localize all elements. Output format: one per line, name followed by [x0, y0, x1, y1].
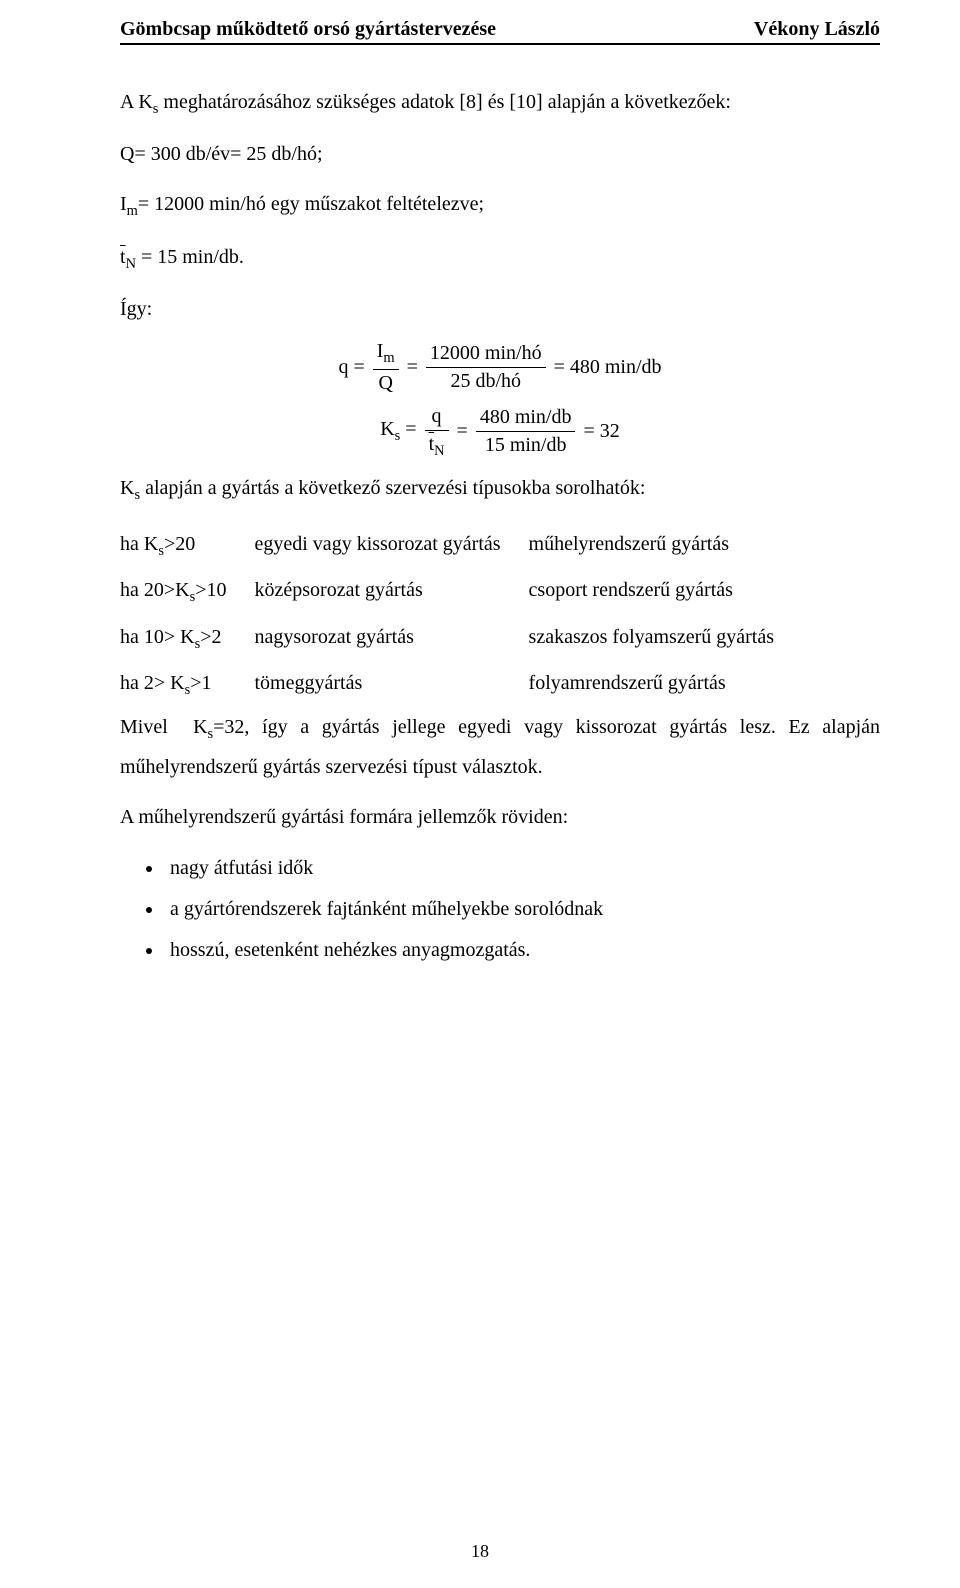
- cell: ha 2> Ks>1: [120, 661, 255, 708]
- table-row: ha 10> Ks>2 nagysorozat gyártás szakaszo…: [120, 615, 802, 662]
- table-row: ha Ks>20 egyedi vagy kissorozat gyártás …: [120, 522, 802, 569]
- table-row: ha 2> Ks>1 tömeggyártás folyamrendszerű …: [120, 661, 802, 708]
- list-item: a gyártórendszerek fajtánként műhelyekbe…: [164, 889, 880, 930]
- feature-list: nagy átfutási idők a gyártórendszerek fa…: [120, 848, 880, 971]
- cell: szakaszos folyamszerű gyártás: [529, 615, 802, 662]
- intro-line: A Ks meghatározásához szükséges adatok […: [120, 83, 880, 123]
- page-number: 18: [0, 1541, 960, 1562]
- given-line-3: tN = 15 min/db.: [120, 238, 880, 278]
- after-equation-line: Ks alapján a gyártás a következő szervez…: [120, 469, 880, 509]
- cell: folyamrendszerű gyártás: [529, 661, 802, 708]
- cell: ha 20>Ks>10: [120, 568, 255, 615]
- cell: egyedi vagy kissorozat gyártás: [255, 522, 529, 569]
- list-item: hosszú, esetenként nehézkes anyagmozgatá…: [164, 930, 880, 971]
- table-row: ha 20>Ks>10 középsorozat gyártás csoport…: [120, 568, 802, 615]
- cell: műhelyrendszerű gyártás: [529, 522, 802, 569]
- cell: tömeggyártás: [255, 661, 529, 708]
- igy-label: Így:: [120, 290, 880, 328]
- cell: nagysorozat gyártás: [255, 615, 529, 662]
- features-intro: A műhelyrendszerű gyártási formára jelle…: [120, 798, 880, 836]
- equation-q: q = Im Q = 12000 min/hó 25 db/hó = 480 m…: [120, 340, 880, 395]
- cell: csoport rendszerű gyártás: [529, 568, 802, 615]
- list-item: nagy átfutási idők: [164, 848, 880, 889]
- document-page: Gömbcsap működtető orsó gyártástervezése…: [0, 0, 960, 1588]
- given-line-1: Q= 300 db/év= 25 db/hó;: [120, 135, 880, 173]
- cell: ha Ks>20: [120, 522, 255, 569]
- classification-table: ha Ks>20 egyedi vagy kissorozat gyártás …: [120, 522, 802, 709]
- given-line-2: Im= 12000 min/hó egy műszakot feltételez…: [120, 185, 880, 225]
- cell: középsorozat gyártás: [255, 568, 529, 615]
- equation-ks: Ks = q tN = 480 min/db 15 min/db = 32: [120, 405, 880, 460]
- cell: ha 10> Ks>2: [120, 615, 255, 662]
- header-right: Vékony László: [754, 18, 880, 41]
- header-left: Gömbcsap működtető orsó gyártástervezése: [120, 18, 496, 41]
- running-header: Gömbcsap működtető orsó gyártástervezése…: [120, 18, 880, 45]
- conclusion-paragraph: Mivel Ks=32, így a gyártás jellege egyed…: [120, 708, 880, 786]
